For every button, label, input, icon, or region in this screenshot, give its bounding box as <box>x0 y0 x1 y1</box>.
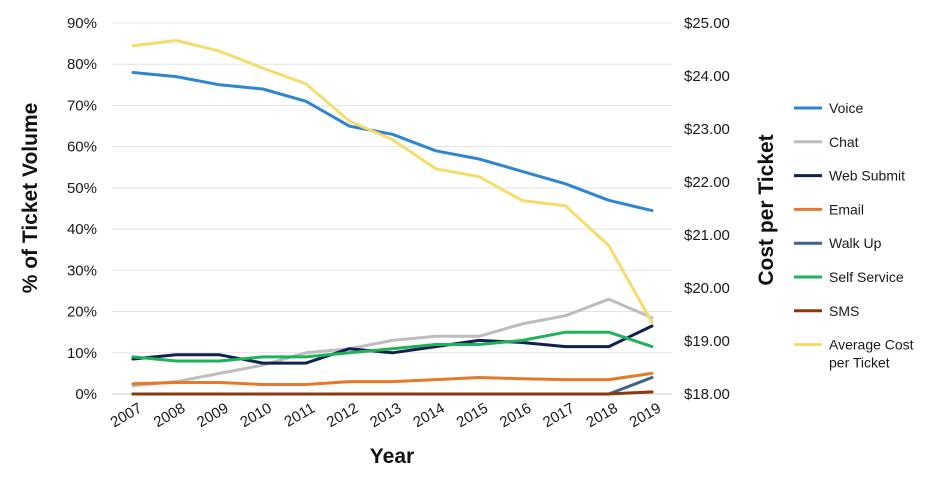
x-tick-label: 2009 <box>194 400 231 431</box>
y2-tick-label: $19.00 <box>684 333 730 350</box>
x-tick-label: 2007 <box>108 400 145 431</box>
y-tick-label: 80% <box>67 56 97 73</box>
legend-label-sms: SMS <box>829 303 859 319</box>
series-line-average-cost-per-ticket <box>131 39 654 324</box>
series-line-web-submit <box>131 324 654 365</box>
y2-tick-label: $18.00 <box>684 386 730 403</box>
gridlines <box>112 22 672 395</box>
x-tick-label: 2008 <box>151 400 188 431</box>
legend-label-walk-up: Walk Up <box>829 235 882 251</box>
x-tick-label: 2014 <box>410 400 447 431</box>
x-tick-label: 2017 <box>540 400 577 431</box>
series-line-chat <box>131 297 654 388</box>
legend: Voice Chat Web Submit Email Walk Up Self Serv… <box>794 100 914 371</box>
y2-tick-label: $24.00 <box>684 68 730 85</box>
y-tick-label: 50% <box>67 180 97 197</box>
x-axis-ticks: 2007 2008 2009 2010 2011 2012 2013 2014 2015 2016… <box>108 400 664 431</box>
y-tick-label: 0% <box>75 386 97 403</box>
y2-tick-label: $20.00 <box>684 280 730 297</box>
x-tick-label: 2019 <box>627 400 664 431</box>
y2-tick-label: $25.00 <box>684 15 730 32</box>
x-tick-label: 2016 <box>497 400 534 431</box>
series-line-sms <box>131 390 654 396</box>
y2-tick-label: $23.00 <box>684 121 730 138</box>
y2-tick-label: $22.00 <box>684 174 730 191</box>
right-axis-title: Cost per Ticket <box>755 134 778 285</box>
y-tick-label: 90% <box>67 15 97 32</box>
legend-label-average-cost-per-ticket: Average Cost per Ticket <box>829 337 914 371</box>
y-tick-label: 20% <box>67 304 97 321</box>
x-tick-label: 2018 <box>583 400 620 431</box>
x-tick-label: 2010 <box>237 400 274 431</box>
x-tick-label: 2012 <box>324 400 361 431</box>
x-tick-label: 2013 <box>367 400 404 431</box>
right-axis-ticks: $18.00 $19.00 $20.00 $21.00 $22.00 $23.00 $24.… <box>684 15 730 403</box>
legend-label-email: Email <box>829 201 864 217</box>
left-axis-title: % of Ticket Volume <box>19 103 42 294</box>
y-tick-label: 10% <box>67 345 97 362</box>
x-tick-label: 2015 <box>454 400 491 431</box>
legend-label-chat: Chat <box>829 134 859 150</box>
series-line-self-service <box>131 330 654 363</box>
y-tick-label: 70% <box>67 97 97 114</box>
series-line-email <box>131 371 654 386</box>
series-line-voice <box>131 71 654 213</box>
legend-label-voice: Voice <box>829 100 863 116</box>
legend-label-self-service: Self Service <box>829 269 904 285</box>
left-axis-ticks: 0% 10% 20% 30% 40% 50% 60% 70% 80% 90% <box>67 15 97 403</box>
series-lines <box>131 39 654 396</box>
legend-label-web-submit: Web Submit <box>829 168 905 184</box>
y-tick-label: 60% <box>67 139 97 156</box>
x-tick-label: 2011 <box>282 400 318 431</box>
x-axis-title: Year <box>370 445 414 468</box>
y-tick-label: 30% <box>67 262 97 279</box>
y-tick-label: 40% <box>67 221 97 238</box>
y2-tick-label: $21.00 <box>684 227 730 244</box>
